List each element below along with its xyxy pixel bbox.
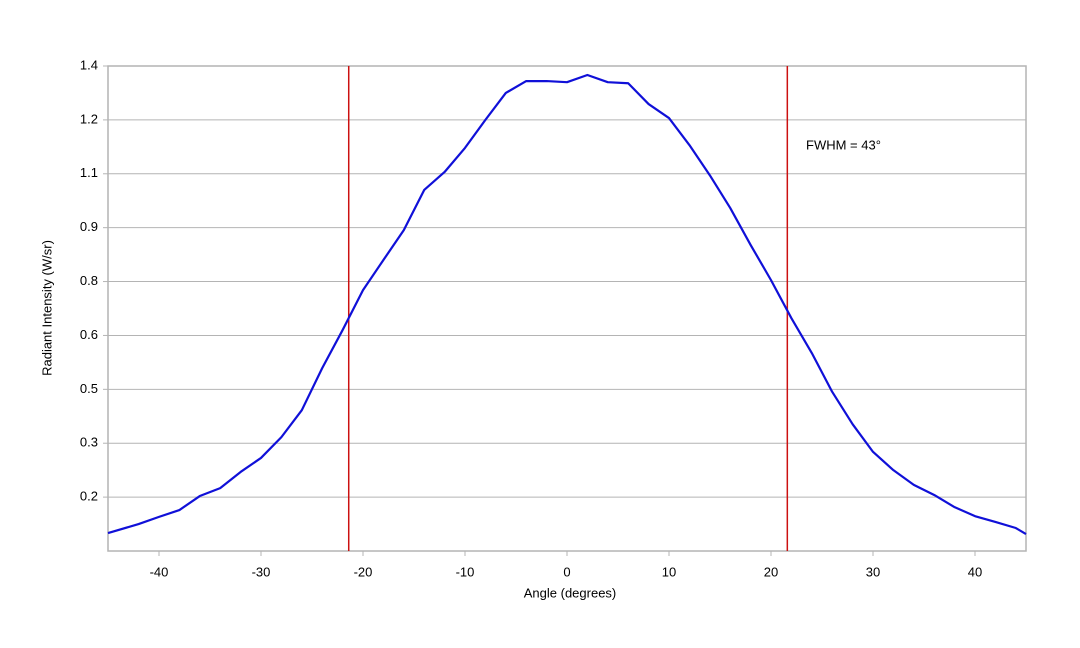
x-tick-label: -10 [456, 564, 475, 579]
x-tick-label: -30 [252, 564, 271, 579]
annotation: FWHM = 43° [806, 137, 881, 152]
y-tick-label: 0.9 [80, 219, 98, 234]
plot-frame [107, 65, 1027, 552]
y-tick-label: 0.3 [80, 435, 98, 450]
data-line [107, 73, 1027, 536]
y-tick-label: 0.6 [80, 327, 98, 342]
x-tick-label: 10 [662, 564, 676, 579]
y-tick-label: 0.8 [80, 273, 98, 288]
x-tick-label: -20 [354, 564, 373, 579]
y-tick-label: 1.1 [80, 165, 98, 180]
x-tick-label: -40 [150, 564, 169, 579]
x-axis-label: Angle (degrees) [524, 585, 617, 600]
x-tick-label: 40 [968, 564, 982, 579]
y-tick-label: 0.5 [80, 381, 98, 396]
y-tick-label: 1.2 [80, 111, 98, 126]
x-tick-label: 0 [563, 564, 570, 579]
y-tick-label: 0.2 [80, 489, 98, 504]
x-tick-label: 30 [866, 564, 880, 579]
x-tick-label: 20 [764, 564, 778, 579]
y-tick-label: 1.4 [80, 57, 98, 72]
y-axis-label: Radiant Intensity (W/sr) [39, 240, 54, 376]
